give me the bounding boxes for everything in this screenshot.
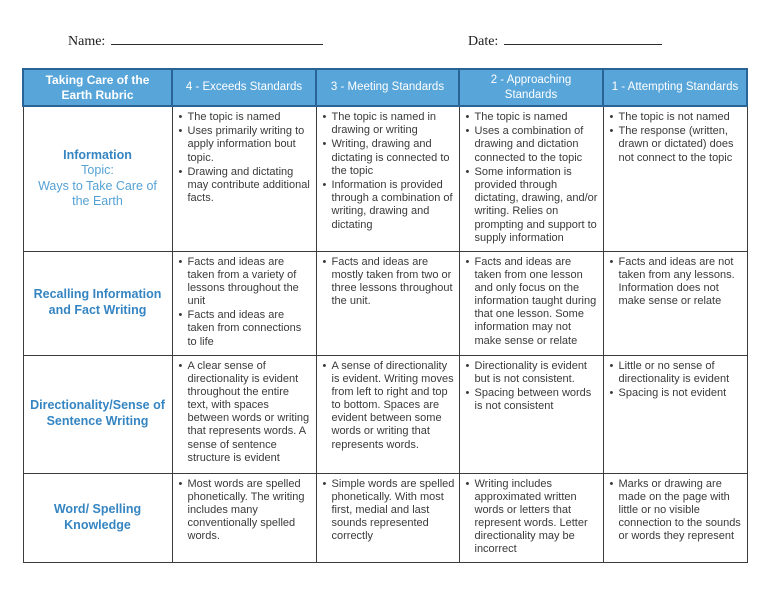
name-field: Name:: [68, 31, 324, 50]
rubric-title: Taking Care of the Earth Rubric: [22, 68, 173, 107]
criteria-item: Some information is provided through dic…: [465, 166, 599, 245]
criteria-item: Little or no sense of directionality is …: [609, 360, 743, 386]
row-label-subtitle: Ways to Take Care of the Earth: [38, 178, 157, 209]
date-field: Date:: [468, 31, 663, 50]
criteria-item: Facts and ideas are taken from connectio…: [178, 309, 312, 349]
criteria-list: The topic is namedUses primarily writing…: [178, 111, 312, 205]
criteria-list: The topic is named in drawing or writing…: [322, 111, 455, 232]
rubric-cell: Little or no sense of directionality is …: [602, 354, 748, 474]
criteria-item: The topic is named: [178, 111, 312, 124]
criteria-item: The topic is named: [465, 111, 599, 124]
row-label-title: Directionality/Sense of Sentence Writing: [30, 398, 165, 428]
criteria-list: Facts and ideas are taken from a variety…: [178, 256, 312, 349]
rubric-cell: A clear sense of directionality is evide…: [171, 354, 317, 474]
row-label-title: Recalling Information and Fact Writing: [33, 287, 162, 317]
criteria-item: Uses primarily writing to apply informat…: [178, 125, 312, 165]
rubric-cell: Facts and ideas are not taken from any l…: [602, 250, 748, 356]
criteria-list: Facts and ideas are taken from one lesso…: [465, 256, 599, 348]
rubric-cell: Simple words are spelled phonetically. W…: [315, 472, 460, 563]
row-label-cell: Word/ Spelling Knowledge: [22, 472, 173, 563]
criteria-item: Facts and ideas are mostly taken from tw…: [322, 256, 455, 309]
row-label-title: Information: [63, 147, 132, 162]
criteria-item: Spacing between words is not consistent: [465, 387, 599, 413]
header-col-approaching: 2 - Approaching Standards: [458, 68, 604, 107]
date-label: Date:: [468, 34, 499, 49]
criteria-list: The topic is not namedThe response (writ…: [609, 111, 743, 165]
criteria-list: Little or no sense of directionality is …: [609, 360, 743, 401]
criteria-list: Facts and ideas are mostly taken from tw…: [322, 256, 455, 309]
criteria-item: Information is provided through a combin…: [322, 179, 455, 232]
rubric-cell: Facts and ideas are taken from a variety…: [171, 250, 317, 356]
criteria-item: A clear sense of directionality is evide…: [178, 360, 312, 466]
name-blank-line: [111, 31, 324, 45]
rubric-cell: Facts and ideas are mostly taken from tw…: [315, 250, 460, 356]
criteria-item: Writing includes approximated written wo…: [465, 478, 599, 557]
criteria-item: The response (written, drawn or dictated…: [609, 125, 743, 165]
rubric-cell: Directionality is evident but is not con…: [458, 354, 604, 474]
rubric-cell: The topic is namedUses primarily writing…: [171, 105, 317, 252]
criteria-list: Writing includes approximated written wo…: [465, 478, 599, 557]
criteria-list: Directionality is evident but is not con…: [465, 360, 599, 414]
header-col-exceeds: 4 - Exceeds Standards: [171, 68, 317, 107]
rubric-cell: Writing includes approximated written wo…: [458, 472, 604, 563]
criteria-item: Facts and ideas are not taken from any l…: [609, 256, 743, 309]
header-col-meeting: 3 - Meeting Standards: [315, 68, 460, 107]
rubric-cell: The topic is not namedThe response (writ…: [602, 105, 748, 252]
name-label: Name:: [68, 34, 106, 49]
criteria-item: Facts and ideas are taken from a variety…: [178, 256, 312, 309]
criteria-item: A sense of directionality is evident. Wr…: [322, 360, 455, 452]
row-label-cell: Recalling Information and Fact Writing: [22, 250, 173, 356]
criteria-item: Drawing and dictating may contribute add…: [178, 166, 312, 206]
rubric-header-row: Taking Care of the Earth Rubric 4 - Exce…: [22, 68, 748, 107]
rubric-cell: The topic is namedUses a combination of …: [458, 105, 604, 252]
criteria-item: Writing, drawing and dictating is connec…: [322, 138, 455, 178]
criteria-list: A clear sense of directionality is evide…: [178, 360, 312, 466]
name-date-row: Name: Date:: [0, 28, 768, 52]
criteria-list: Marks or drawing are made on the page wi…: [609, 478, 743, 544]
rubric-cell: Facts and ideas are taken from one lesso…: [458, 250, 604, 356]
criteria-item: Spacing is not evident: [609, 387, 743, 400]
rubric-table: Taking Care of the Earth Rubric 4 - Exce…: [22, 68, 748, 563]
criteria-item: Simple words are spelled phonetically. W…: [322, 478, 455, 544]
criteria-list: Most words are spelled phonetically. The…: [178, 478, 312, 544]
date-blank-line: [504, 31, 663, 45]
rubric-row-word-spelling: Word/ Spelling Knowledge Most words are s…: [22, 472, 748, 563]
criteria-item: Uses a combination of drawing and dictat…: [465, 125, 599, 165]
rubric-cell: Marks or drawing are made on the page wi…: [602, 472, 748, 563]
row-label-title: Word/ Spelling Knowledge: [53, 501, 142, 532]
criteria-item: Most words are spelled phonetically. The…: [178, 478, 312, 544]
row-label-cell: Directionality/Sense of Sentence Writing: [22, 354, 173, 474]
rubric-cell: A sense of directionality is evident. Wr…: [315, 354, 460, 474]
criteria-item: Marks or drawing are made on the page wi…: [609, 478, 743, 544]
criteria-item: The topic is named in drawing or writing: [322, 111, 455, 137]
rubric-cell: The topic is named in drawing or writing…: [315, 105, 460, 252]
criteria-list: A sense of directionality is evident. Wr…: [322, 360, 455, 452]
criteria-list: The topic is namedUses a combination of …: [465, 111, 599, 245]
rubric-cell: Most words are spelled phonetically. The…: [171, 472, 317, 563]
header-col-attempting: 1 - Attempting Standards: [602, 68, 748, 107]
criteria-list: Facts and ideas are not taken from any l…: [609, 256, 743, 309]
row-label-subtitle: Topic:: [81, 163, 114, 178]
row-label-cell: Information Topic: Ways to Take Care of th…: [22, 105, 173, 252]
rubric-row-recalling-information: Recalling Information and Fact Writing Fa…: [22, 250, 748, 356]
criteria-item: Directionality is evident but is not con…: [465, 360, 599, 386]
rubric-row-directionality: Directionality/Sense of Sentence Writing…: [22, 354, 748, 474]
rubric-row-information: Information Topic: Ways to Take Care of th…: [22, 105, 748, 252]
criteria-item: Facts and ideas are taken from one lesso…: [465, 256, 599, 348]
criteria-list: Simple words are spelled phonetically. W…: [322, 478, 455, 544]
criteria-item: The topic is not named: [609, 111, 743, 124]
